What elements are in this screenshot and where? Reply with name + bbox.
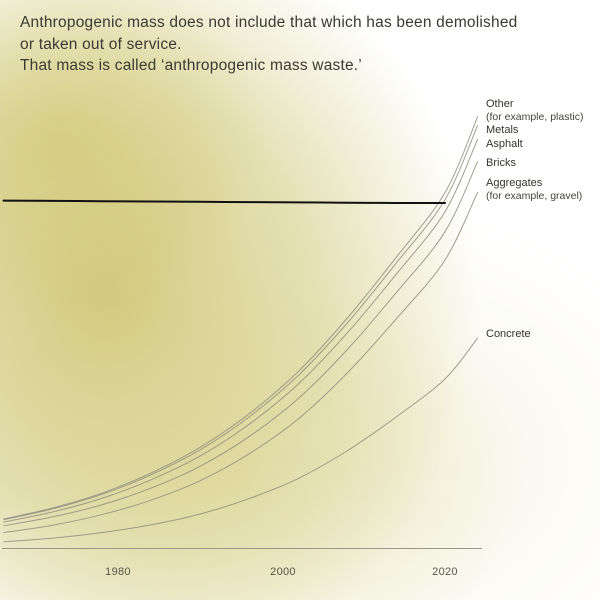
series-label-subtitle: (for example, gravel) (486, 190, 583, 202)
series-boundary-metals (3, 124, 479, 521)
series-label-title: Other (486, 98, 514, 110)
series-label-title: Bricks (486, 157, 516, 169)
series-label-bricks: Bricks (486, 157, 516, 170)
series-label-aggregates: Aggregates (for example, gravel) (486, 177, 582, 203)
series-label-title: Asphalt (486, 138, 523, 150)
series-label-asphalt: Asphalt (486, 138, 523, 151)
series-boundary-aggregates (3, 191, 479, 534)
reference-line-black-reference-line (2, 199, 446, 205)
annotation: Anthropogenic mass does not include that… (20, 12, 517, 77)
series-label-concrete: Concrete (486, 328, 531, 341)
series-label-title: Aggregates (486, 177, 543, 189)
series-label-title: Concrete (486, 328, 531, 340)
series-label-subtitle: (for example, plastic) (486, 111, 584, 123)
series-label-metals: Metals (486, 124, 518, 137)
series-boundary-concrete (3, 337, 479, 543)
annotation-line: That mass is called ‘anthropogenic mass … (20, 57, 362, 74)
series-label-other: Other (for example, plastic) (486, 98, 583, 124)
annotation-line: or taken out of service. (20, 35, 182, 53)
series-boundary-asphalt (3, 138, 479, 523)
annotation-line: Anthropogenic mass does not include that… (20, 14, 518, 31)
series-boundary-bricks (3, 160, 479, 527)
series-label-title: Metals (486, 124, 519, 136)
